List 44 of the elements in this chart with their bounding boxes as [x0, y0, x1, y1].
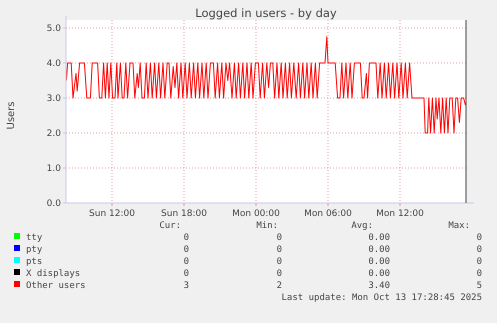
text: 0 [184, 233, 189, 243]
x-tick-label: Sun 18:00 [161, 209, 208, 219]
text: 0.00 [368, 245, 390, 255]
text: Min: [256, 221, 278, 231]
text: 0.00 [368, 257, 390, 267]
legend-label: pty [26, 245, 43, 255]
y-axis-title: Users [6, 101, 17, 130]
x-tick-label: Mon 06:00 [304, 209, 352, 219]
text: 3 [184, 281, 189, 291]
text: 0 [476, 233, 482, 243]
text: 0 [276, 233, 282, 243]
legend-label: Other users [26, 281, 86, 291]
text: 0 [276, 257, 282, 267]
text: 0 [184, 269, 189, 279]
chart-title: Logged in users - by day [195, 6, 337, 20]
text: Max: [448, 221, 470, 231]
text: Avg: [351, 221, 373, 231]
text: 0.00 [368, 233, 390, 243]
y-tick-label: 4.0 [46, 59, 62, 70]
legend-label: pts [26, 257, 42, 267]
text: 0 [476, 257, 482, 267]
text: 5 [476, 281, 482, 291]
text: Last update: Mon Oct 13 17:28:45 2025 [282, 293, 482, 303]
legend-label: tty [26, 233, 43, 243]
text: 0 [276, 269, 282, 279]
y-tick-label: 0.0 [46, 199, 62, 210]
line-series [66, 36, 466, 134]
x-tick-label: Mon 00:00 [232, 209, 280, 219]
y-tick-label: 5.0 [46, 24, 62, 34]
y-tick-label: 3.0 [46, 94, 62, 104]
y-tick-label: 1.0 [46, 164, 62, 174]
text: 0 [276, 245, 282, 255]
text: Cur: [159, 221, 181, 231]
text: 3.40 [368, 281, 390, 291]
text: 0.00 [368, 269, 390, 279]
x-tick-label: Mon 12:00 [376, 209, 424, 219]
legend-label: X displays [26, 269, 80, 279]
text: 0 [476, 269, 482, 279]
text: 0 [184, 257, 189, 267]
text: 0 [184, 245, 189, 255]
x-tick-label: Sun 12:00 [89, 209, 136, 219]
text: 0 [476, 245, 482, 255]
text: 2 [276, 281, 282, 291]
y-tick-label: 2.0 [46, 129, 62, 140]
